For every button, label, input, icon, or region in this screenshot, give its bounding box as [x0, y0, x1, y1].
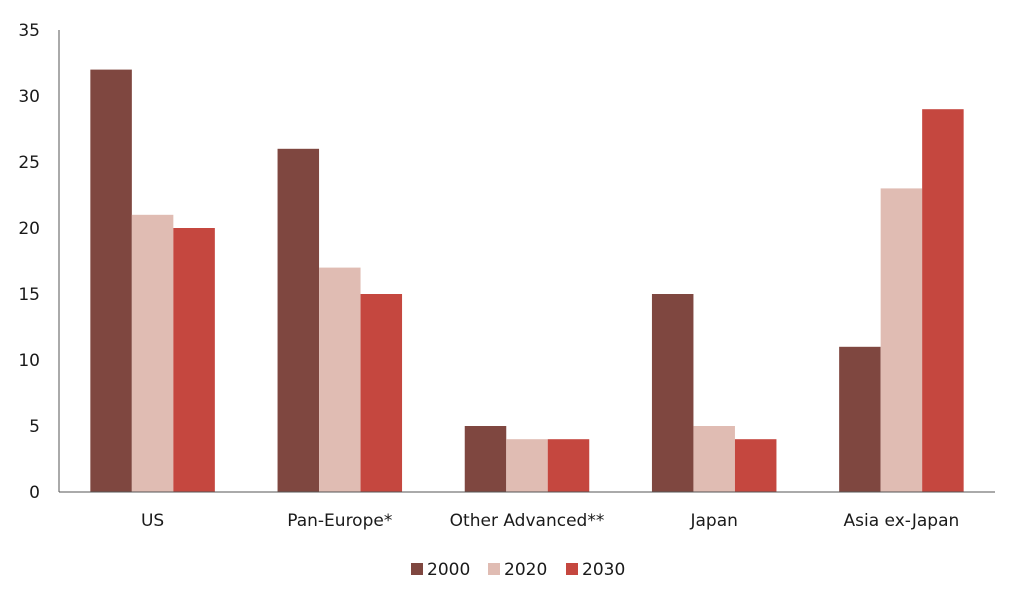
bars-layer — [90, 69, 964, 493]
bar-2000-1 — [277, 148, 320, 493]
x-tick-label: Pan-Europe* — [287, 511, 392, 531]
bar-2030-2 — [547, 439, 590, 492]
y-tick-label: 10 — [18, 351, 40, 371]
x-tick-label: Asia ex-Japan — [844, 511, 960, 531]
y-tick-label: 35 — [18, 21, 40, 41]
y-tick-label: 5 — [29, 417, 40, 437]
y-tick-label: 15 — [18, 285, 40, 305]
legend-label-2000: 2000 — [427, 560, 470, 580]
bar-2030-3 — [734, 439, 777, 492]
y-tick-label: 30 — [18, 87, 40, 107]
bar-2000-4 — [839, 346, 881, 492]
x-tick-label: US — [141, 511, 164, 531]
x-tick-label: Japan — [689, 511, 737, 531]
bar-2000-2 — [464, 426, 507, 492]
y-tick-label: 25 — [18, 153, 40, 173]
legend-label-2030: 2030 — [582, 560, 625, 580]
bar-2020-2 — [506, 439, 548, 492]
legend: 2000 2020 2030 — [411, 560, 625, 580]
bar-2030-4 — [922, 109, 964, 492]
y-tick-label: 20 — [18, 219, 40, 239]
bar-2020-4 — [880, 188, 923, 492]
axes-layer — [58, 30, 995, 493]
y-axis-ticks: 0 5 10 15 20 25 30 35 — [18, 21, 40, 503]
legend-swatch-2030 — [566, 563, 578, 575]
legend-swatch-2000 — [411, 563, 423, 575]
bar-2030-1 — [360, 294, 403, 492]
legend-label-2020: 2020 — [504, 560, 547, 580]
bar-2030-0 — [173, 228, 215, 492]
bar-2000-3 — [651, 294, 694, 492]
bar-2000-0 — [90, 69, 132, 492]
bar-2020-3 — [693, 426, 735, 492]
bar-2020-1 — [319, 267, 361, 492]
x-tick-label: Other Advanced** — [450, 511, 605, 531]
legend-swatch-2020 — [488, 563, 500, 575]
y-tick-label: 0 — [29, 483, 40, 503]
x-axis-ticks: US Pan-Europe* Other Advanced** Japan Asia e… — [141, 511, 959, 531]
bar-2020-0 — [131, 214, 174, 493]
